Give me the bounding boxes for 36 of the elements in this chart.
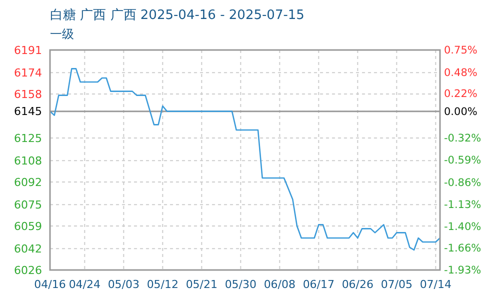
x-tick-label: 06/26 bbox=[342, 278, 374, 291]
x-tick-label: 05/12 bbox=[146, 278, 179, 291]
x-tick-label: 07/14 bbox=[420, 278, 452, 291]
y2-tick-label: -0.86% bbox=[444, 176, 482, 189]
y2-tick-label: 0.48% bbox=[444, 66, 478, 79]
y-tick-label: 6042 bbox=[14, 242, 42, 256]
chart-subtitle: 一级 bbox=[50, 27, 74, 41]
y-tick-label: 6059 bbox=[14, 220, 42, 233]
y-tick-label: 6191 bbox=[14, 44, 42, 57]
y-tick-label: 6026 bbox=[14, 264, 42, 277]
y2-tick-label: 0.75% bbox=[444, 44, 478, 57]
y-tick-label: 6108 bbox=[14, 154, 42, 168]
y-tick-label: 6092 bbox=[14, 176, 42, 189]
x-tick-label: 05/21 bbox=[186, 278, 218, 291]
y-tick-label: 6158 bbox=[14, 88, 42, 101]
y-tick-label: 6125 bbox=[14, 132, 42, 145]
x-tick-label: 05/30 bbox=[224, 278, 257, 291]
x-tick-label: 04/16 bbox=[34, 278, 66, 291]
y2-tick-label: -1.66% bbox=[444, 242, 482, 255]
y2-tick-label: -1.93% bbox=[444, 264, 482, 277]
y2-tick-label: -0.32% bbox=[444, 132, 482, 145]
y2-tick-label: -1.40% bbox=[444, 221, 482, 234]
y2-tick-label: 0.00% bbox=[444, 106, 478, 118]
y-tick-label: 6174 bbox=[14, 66, 42, 80]
x-tick-label: 06/08 bbox=[264, 278, 296, 291]
chart-title: 白糖 广西 广西 2025-04-16 - 2025-07-15 bbox=[50, 8, 304, 23]
x-tick-label: 06/17 bbox=[302, 278, 335, 291]
x-tick-label: 07/05 bbox=[380, 278, 413, 291]
y2-tick-label: -0.59% bbox=[444, 154, 482, 167]
y-tick-label: 6075 bbox=[14, 198, 42, 212]
y2-tick-label: -1.13% bbox=[444, 199, 482, 212]
line-series bbox=[49, 68, 441, 251]
y-tick-label: 6145 bbox=[14, 105, 42, 118]
x-tick-label: 04/24 bbox=[68, 278, 101, 291]
y2-tick-label: 0.22% bbox=[444, 88, 478, 100]
x-tick-label: 05/03 bbox=[108, 278, 140, 291]
